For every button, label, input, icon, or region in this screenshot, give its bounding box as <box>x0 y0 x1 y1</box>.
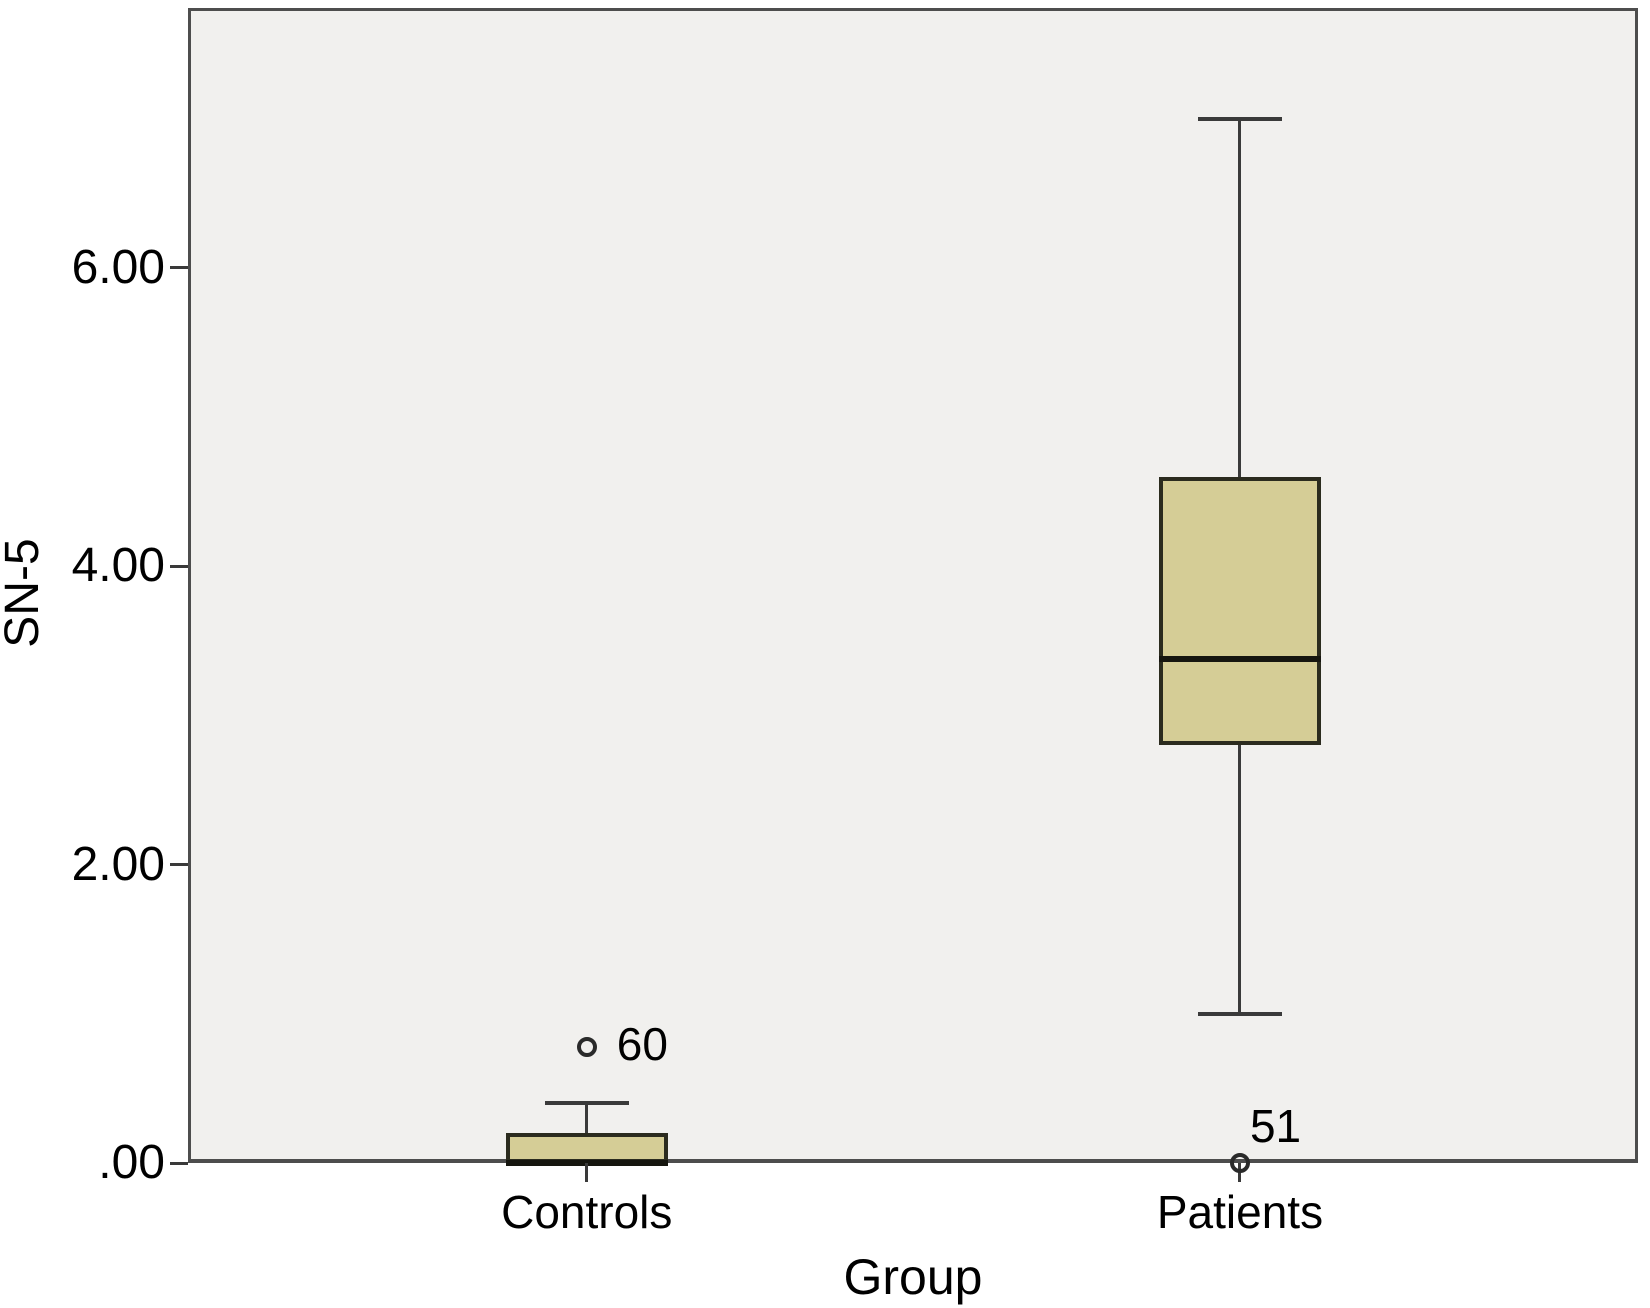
y-axis-tick-label: 4.00 <box>71 539 165 593</box>
iqr-box <box>505 1133 668 1163</box>
outlier-point <box>1229 1153 1250 1173</box>
median-line <box>1158 655 1321 662</box>
upper-whisker-line <box>585 1103 589 1134</box>
upper-whisker-cap <box>1197 116 1282 121</box>
category-label: Patients <box>1156 1186 1324 1238</box>
y-axis-tick <box>170 1161 188 1165</box>
upper-whisker-line <box>1238 118 1242 477</box>
x-axis-tick <box>585 1163 589 1182</box>
y-axis-tick-label: 2.00 <box>71 837 165 891</box>
upper-whisker-cap <box>544 1101 629 1106</box>
iqr-box <box>1158 476 1321 746</box>
outlier-point <box>576 1036 597 1057</box>
y-axis-tick-label: .00 <box>98 1136 165 1189</box>
y-axis-tick <box>170 564 188 568</box>
y-axis-title: SN-5 <box>0 538 49 648</box>
plot-area <box>188 8 1638 1163</box>
x-axis-title: Group <box>843 1249 983 1305</box>
y-axis-tick <box>170 266 188 270</box>
outlier-case-label: 60 <box>616 1017 668 1070</box>
category-label: Controls <box>501 1186 673 1238</box>
y-axis-tick-label: 6.00 <box>71 240 165 294</box>
lower-whisker-line <box>1238 745 1242 1014</box>
lower-whisker-cap <box>1197 1011 1282 1016</box>
y-axis-tick <box>170 863 188 867</box>
outlier-case-label: 51 <box>1249 1100 1302 1152</box>
